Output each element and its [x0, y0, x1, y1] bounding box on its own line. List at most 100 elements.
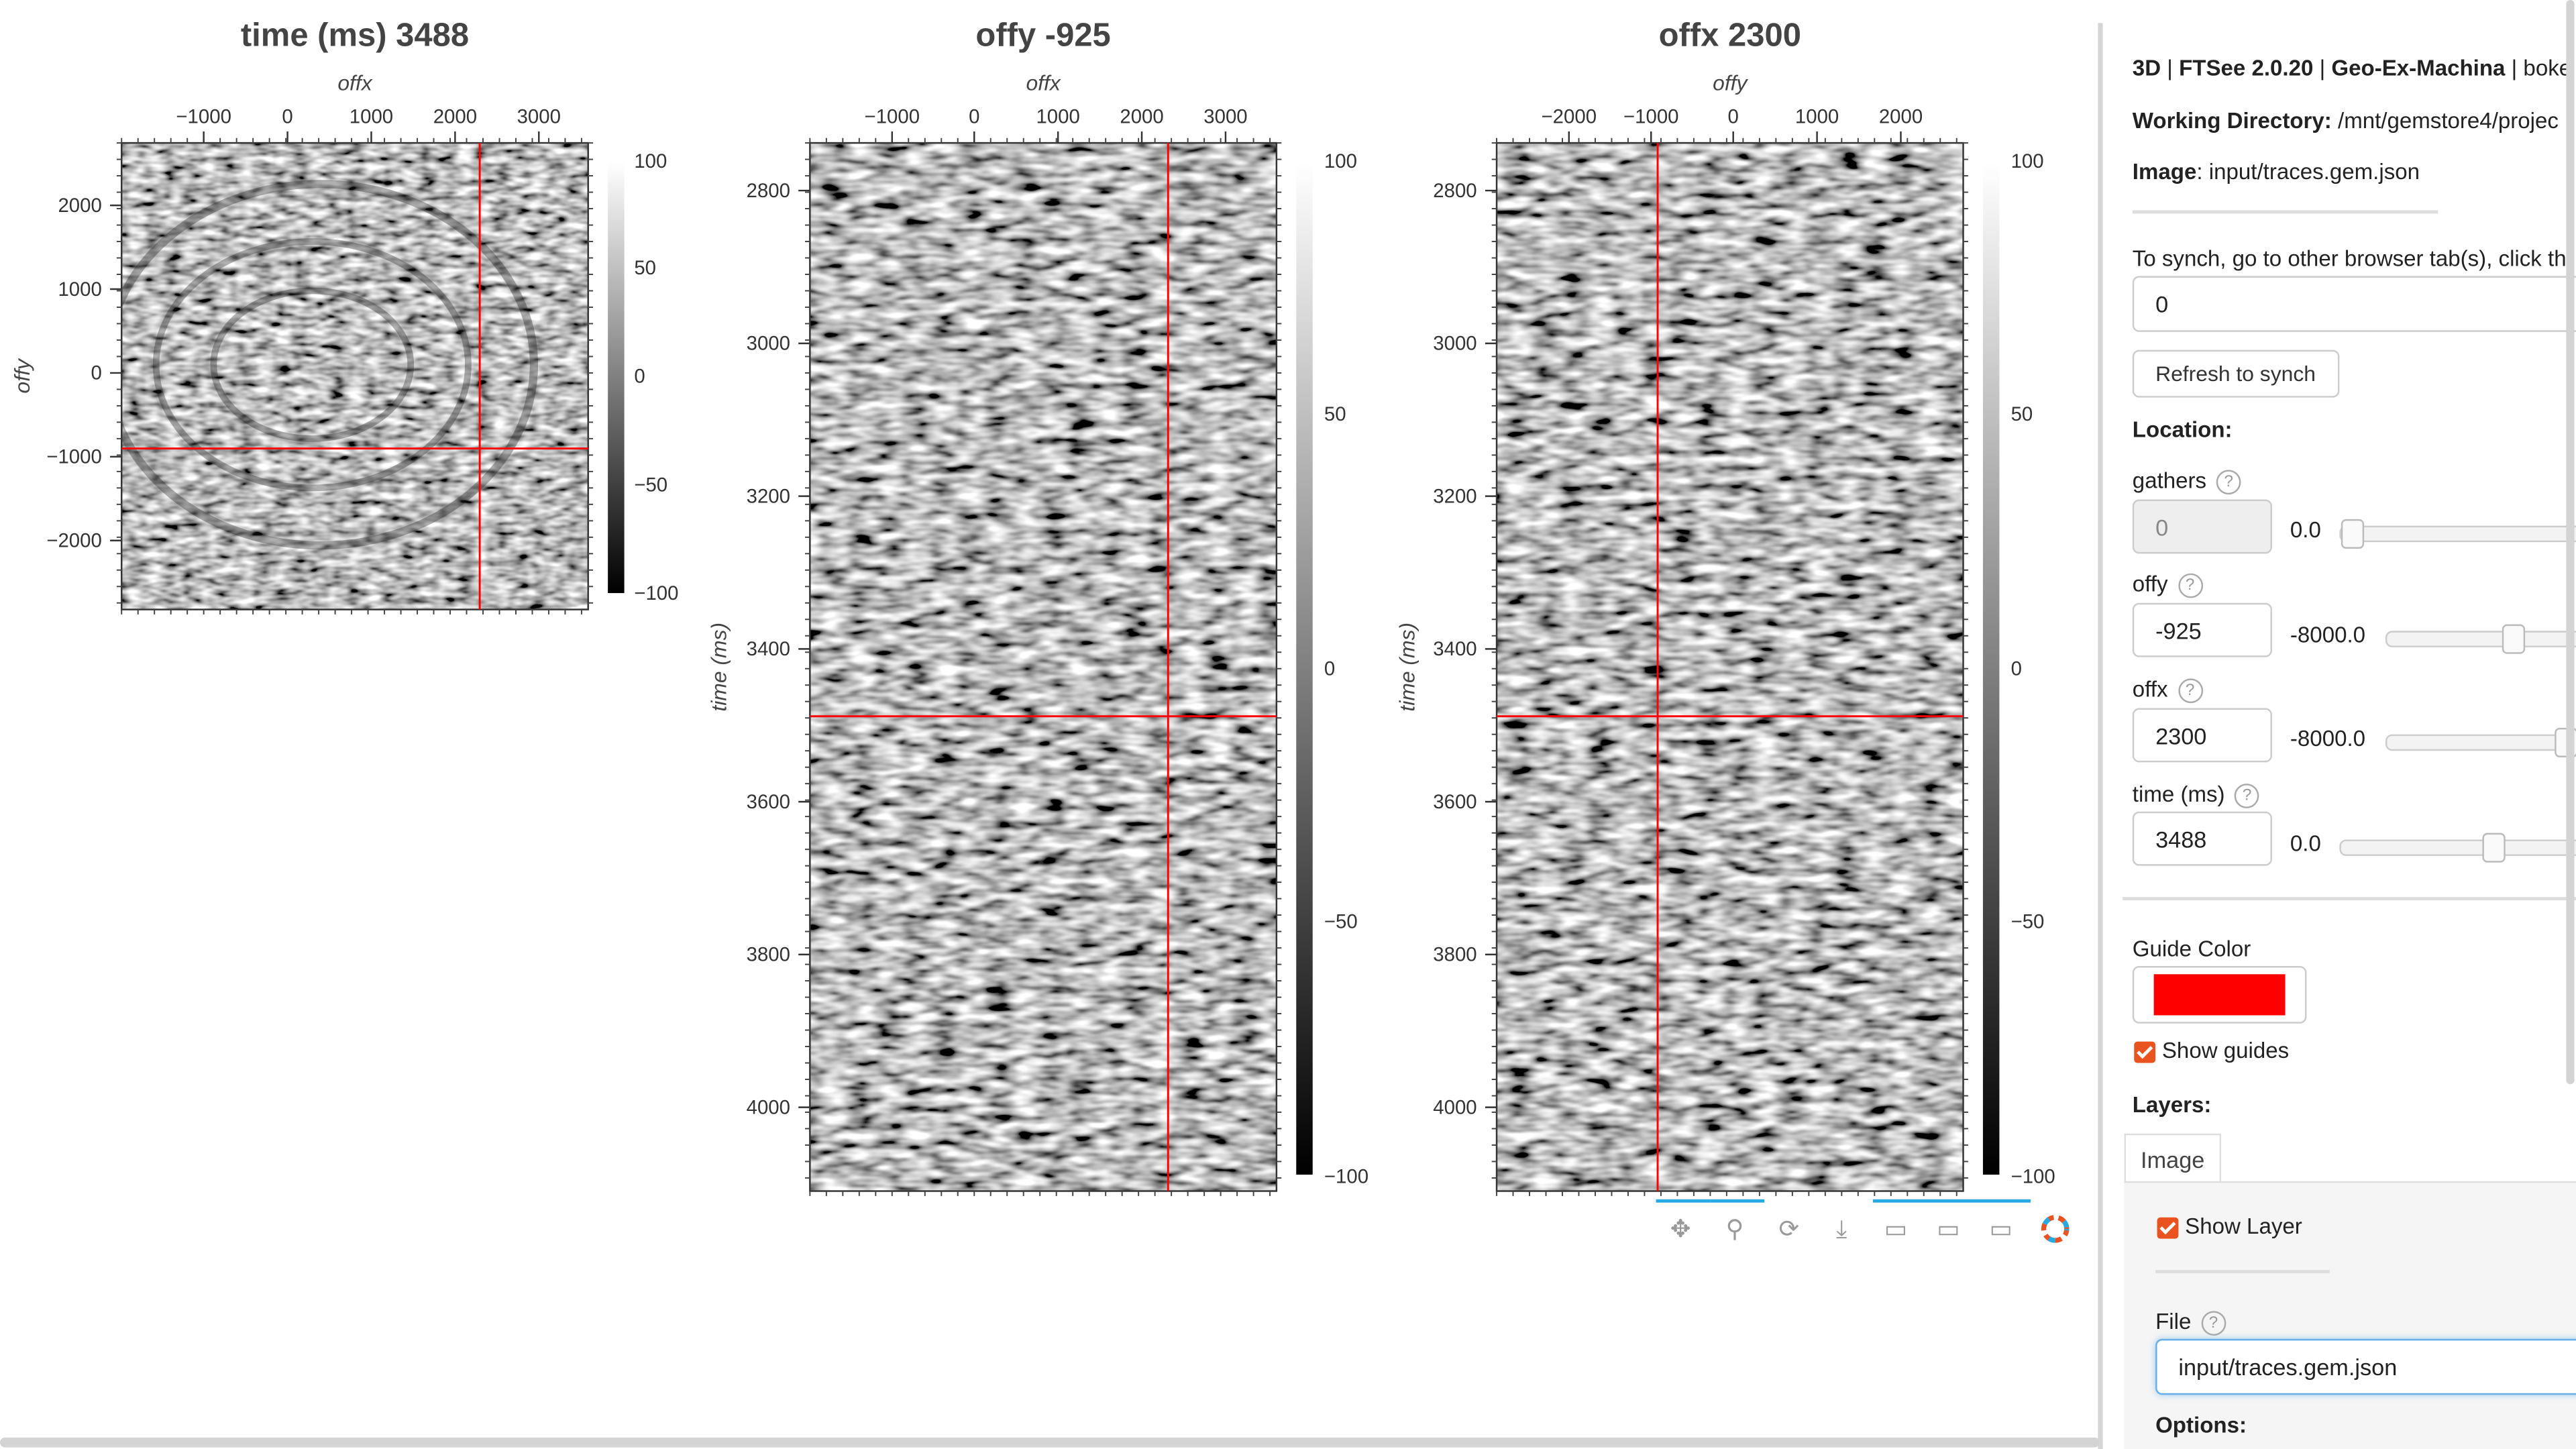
y-tick-label: 3600 [1433, 791, 1477, 813]
horizontal-scrollbar[interactable] [0, 1437, 2100, 1448]
slider-handle[interactable] [2482, 833, 2506, 863]
offx-input[interactable]: 2300 [2132, 708, 2272, 763]
y-tick-label: 2800 [1433, 180, 1477, 202]
tab-image[interactable]: Image [2124, 1133, 2221, 1183]
offy-slider[interactable] [2385, 624, 2576, 654]
image-value: : input/traces.gem.json [2196, 159, 2420, 184]
active-tool-indicator [1656, 1199, 1711, 1203]
time-slice-plot[interactable]: time (ms) 3488 offx offy −1000 0 1000 2000 3… [10, 17, 678, 614]
seismic-image[interactable] [1497, 143, 1964, 1191]
colorbar-tick-label: 0 [2011, 658, 2022, 680]
y-tick-label: 3400 [747, 638, 790, 660]
hover-icon[interactable]: ▭ [1937, 1216, 1960, 1244]
colorbar [608, 162, 625, 594]
colorbar-tick-label: 50 [1324, 403, 1346, 425]
show-guides-checkbox[interactable] [2134, 1041, 2156, 1063]
working-directory: Working Directory: /mnt/gemstore4/projec [2133, 109, 2559, 133]
help-icon[interactable]: ? [2201, 1311, 2226, 1336]
plot-frame [809, 142, 1278, 1192]
x-tick-label: 3000 [1203, 106, 1247, 128]
image-label: Image [2132, 159, 2197, 184]
seismic-image[interactable] [810, 143, 1277, 1191]
colorbar-tick-label: −50 [1324, 911, 1358, 933]
offy-input[interactable]: -925 [2132, 602, 2272, 657]
x-tick-label: 3000 [517, 106, 561, 128]
reset-icon[interactable]: ⟳ [1778, 1216, 1800, 1244]
working-directory-label: Working Directory: [2132, 108, 2332, 133]
time-slider[interactable] [2339, 833, 2576, 863]
help-icon[interactable]: ? [2235, 784, 2259, 808]
x-axis-label: offx [1026, 71, 1061, 95]
show-layer-checkbox[interactable] [2157, 1217, 2179, 1239]
slider-handle[interactable] [2341, 519, 2365, 549]
x-tick-label: −2000 [1542, 106, 1597, 128]
x-tick-label: 2000 [1120, 106, 1163, 128]
colorbar-tick-label: −100 [634, 582, 678, 604]
time-slider-min: 0.0 [2290, 831, 2321, 856]
show-layer-label: Show Layer [2185, 1214, 2302, 1239]
file-label: File [2155, 1309, 2192, 1334]
bokeh-logo-icon[interactable] [2037, 1211, 2074, 1247]
tick-marks [798, 131, 1282, 1196]
gathers-slider-min: 0.0 [2290, 517, 2321, 543]
divider [2155, 1270, 2330, 1273]
colorbar [1982, 162, 2000, 1175]
y-tick-label: −1000 [46, 446, 102, 468]
active-tool-indicator [1872, 1199, 2031, 1203]
plot-title: offy -925 [975, 17, 1110, 54]
x-axis-label: offx [337, 71, 372, 95]
offy-slider-min: -8000.0 [2290, 623, 2366, 647]
y-tick-label: 3000 [747, 333, 790, 355]
offx-label-row: offx? [2133, 677, 2202, 704]
refresh-to-synch-button[interactable]: Refresh to synch [2132, 350, 2339, 398]
plot-frame [1495, 142, 1964, 1192]
file-label-row: File? [2155, 1309, 2226, 1336]
y-tick-label: 3000 [1433, 333, 1477, 355]
offy-section-plot[interactable]: offy -925 offx time (ms) −1000 0 1000 2000 3… [706, 17, 1368, 1196]
offx-section-plot[interactable]: offx 2300 offy time (ms) −2000 −1000 0 1000… [1395, 17, 2055, 1196]
guide-color-picker[interactable] [2132, 966, 2307, 1024]
y-tick-label: 3800 [747, 944, 790, 966]
offx-slider[interactable] [2385, 727, 2576, 757]
help-icon[interactable]: ? [2178, 678, 2202, 704]
wheel-zoom-icon[interactable]: ⚲ [1725, 1216, 1744, 1244]
header-bokeh: boke [2523, 56, 2572, 81]
colorbar-tick-label: 100 [2011, 150, 2044, 172]
x-tick-label: 1000 [1036, 106, 1079, 128]
gathers-label-row: gathers? [2133, 468, 2241, 494]
y-tick-label: 4000 [747, 1096, 790, 1118]
header-company: Geo-Ex-Machina [2331, 56, 2506, 81]
offx-slider-min: -8000.0 [2290, 726, 2366, 751]
vertical-scrollbar[interactable] [2566, 0, 2575, 1085]
seismic-image[interactable] [121, 143, 588, 610]
x-tick-label: −1000 [1623, 106, 1679, 128]
time-label: time (ms) [2132, 782, 2225, 807]
x-tick-label: 0 [1728, 106, 1739, 128]
panel-divider[interactable] [2098, 23, 2103, 1449]
plot-frame [121, 142, 589, 610]
header-separator: | [2505, 56, 2524, 81]
working-directory-value: /mnt/gemstore4/projec [2331, 108, 2559, 133]
y-tick-label: 2000 [58, 195, 101, 217]
hover-icon[interactable]: ▭ [1884, 1216, 1908, 1244]
help-icon[interactable]: ? [2216, 470, 2241, 494]
save-icon[interactable]: ⤓ [1836, 1215, 1847, 1243]
gathers-slider[interactable] [2339, 519, 2576, 549]
help-icon[interactable]: ? [2178, 573, 2202, 598]
divider [2132, 210, 2438, 214]
time-input[interactable]: 3488 [2132, 811, 2272, 866]
ring-pattern [121, 180, 538, 550]
file-input[interactable]: input/traces.gem.json [2155, 1338, 2576, 1395]
hover-icon[interactable]: ▭ [1989, 1216, 2013, 1244]
x-tick-label: −1000 [176, 106, 231, 128]
header-app-name: FTSee 2.0.20 [2179, 56, 2314, 81]
synch-input[interactable]: 0 [2132, 276, 2576, 332]
y-tick-label: 0 [91, 362, 101, 384]
colorbar-tick-label: 100 [634, 150, 667, 172]
slider-handle[interactable] [2502, 624, 2526, 654]
pan-icon[interactable]: ✥ [1670, 1216, 1691, 1244]
divider [2123, 897, 2576, 901]
plot-title: offx 2300 [1659, 17, 1801, 54]
colorbar-tick-label: 50 [2011, 403, 2033, 425]
y-tick-label: −2000 [46, 530, 102, 552]
